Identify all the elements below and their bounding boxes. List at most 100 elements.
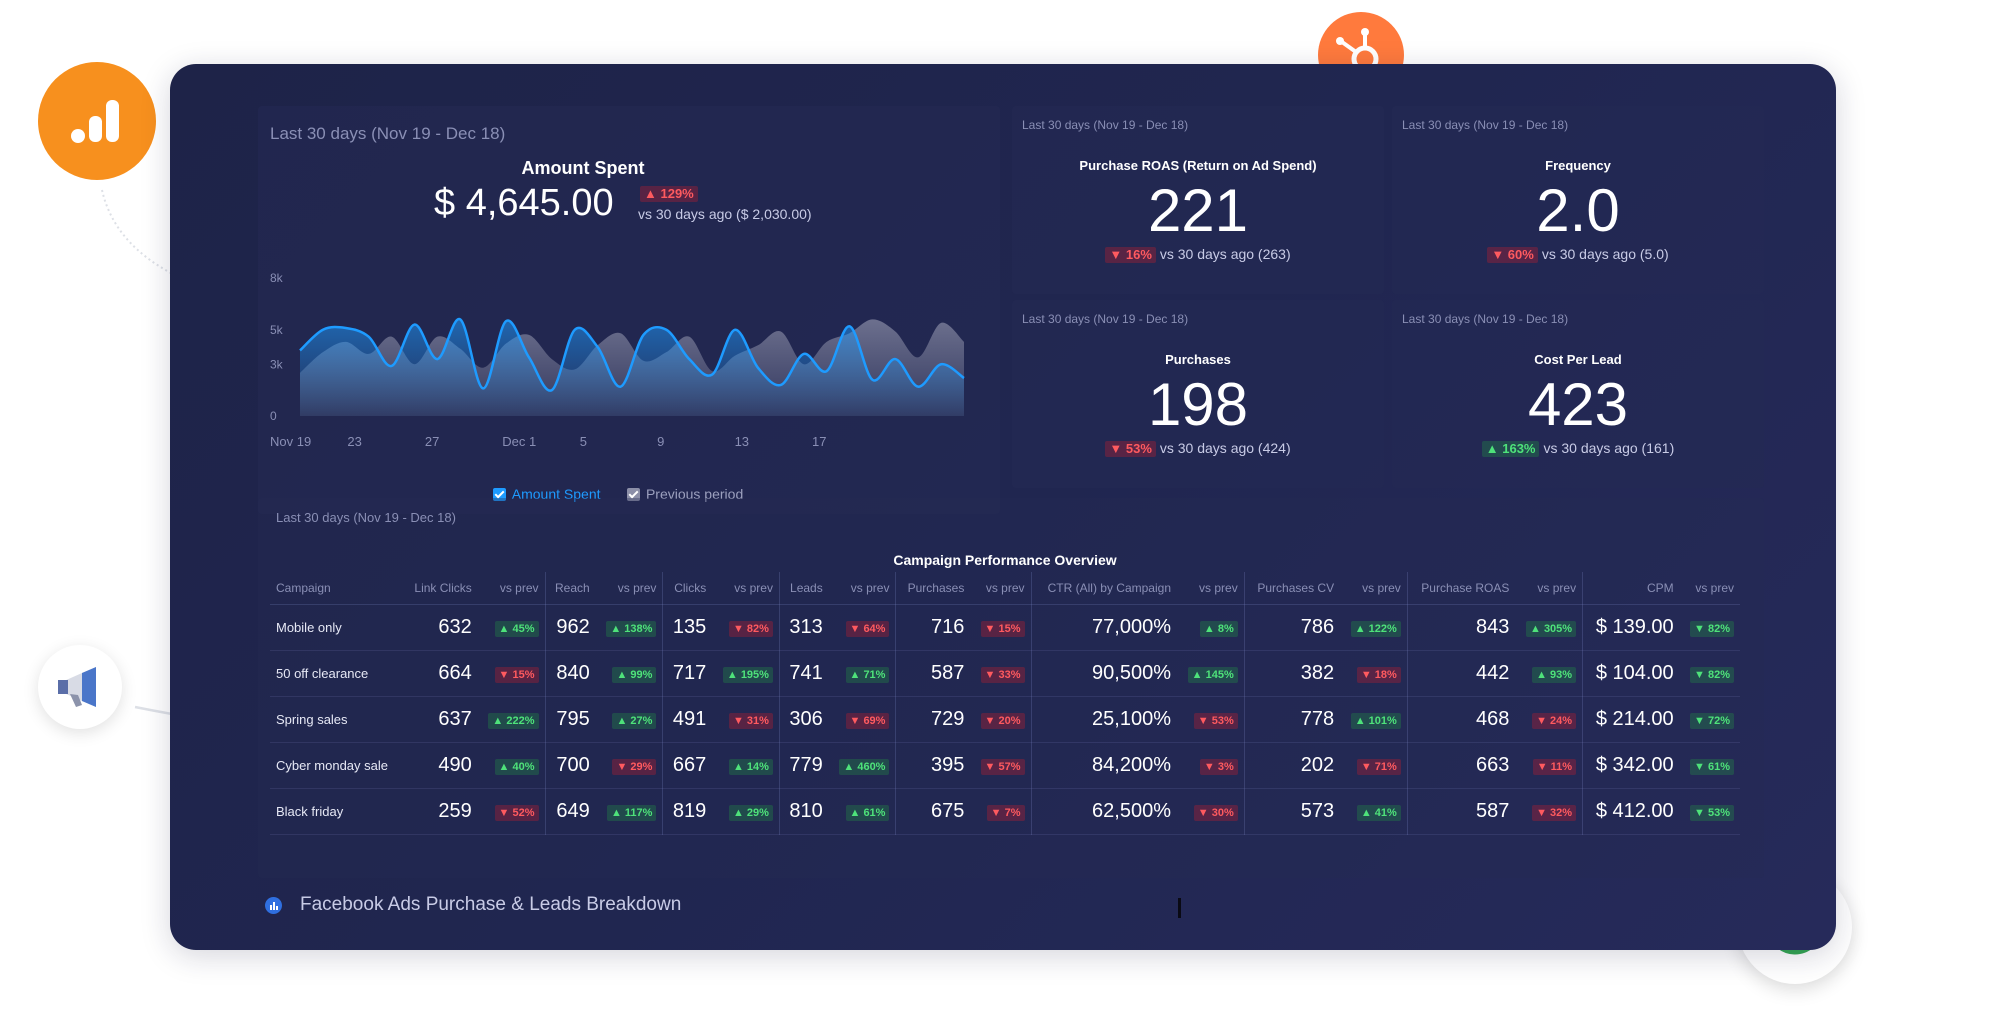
period-label: Last 30 days (Nov 19 - Dec 18) [1022,118,1189,132]
change-badge: ▲ 117% [606,804,657,821]
comparison-text: vs 30 days ago (424) [1159,440,1291,456]
cell-value: 779 [779,742,829,789]
legend-previous-period[interactable]: Previous period [626,486,743,502]
table-row[interactable]: Spring sales 637 ▲ 222% 795 ▲ 27% 491 ▼ 31% 306… [270,696,1740,743]
change-badge: ▼ 53% [1105,441,1156,457]
change-badge: ▼ 82% [728,620,773,637]
table-row[interactable]: Cyber monday sale 490 ▲ 40% 700 ▼ 29% 667 ▲ 14… [270,742,1740,789]
cell-value: $ 214.00 [1582,696,1680,743]
column-header[interactable]: Purchases [895,572,971,605]
table-row[interactable]: Black friday 259 ▼ 52% 649 ▲ 117% 819 ▲ 29% 810… [270,788,1740,835]
megaphone-icon [38,645,122,729]
cell-value: 716 [895,604,971,651]
change-badge: ▼ 11% [1532,758,1577,775]
cell-change: ▼ 29% [595,742,664,789]
cell-value: 259 [403,788,478,835]
column-header[interactable]: vs prev [828,572,897,605]
table-row[interactable]: 50 off clearance 664 ▼ 15% 840 ▲ 99% 717 ▲ 195… [270,650,1740,697]
y-tick-label: 5k [270,323,284,337]
x-tick-label: 23 [347,434,361,449]
cell-value: 649 [545,788,596,835]
cell-change: ▲ 460% [828,742,897,789]
campaign-name: Black friday [270,788,404,835]
cell-change: ▼ 15% [970,604,1032,651]
column-header[interactable]: vs prev [1177,572,1245,605]
change-badge: ▼ 16% [1105,247,1156,263]
change-badge: ▲ 99% [612,666,657,683]
cell-value: 62,500% [1031,788,1177,835]
cell-change: ▲ 305% [1515,604,1584,651]
column-header[interactable]: Purchase ROAS [1407,572,1516,605]
column-header[interactable]: vs prev [1515,572,1584,605]
cell-change: ▼ 15% [477,650,546,697]
cell-value: 468 [1407,696,1516,743]
column-header[interactable]: vs prev [477,572,546,605]
kpi-purchase-roas: Last 30 days (Nov 19 - Dec 18) Purchase R… [1012,106,1384,294]
cell-value: 587 [1407,788,1516,835]
change-badge: ▲ 195% [722,666,773,683]
x-tick-label: 5 [580,434,587,449]
cell-change: ▼ 82% [1679,604,1740,651]
column-header[interactable]: CPM [1582,572,1680,605]
cell-change: ▲ 29% [712,788,780,835]
campaign-name: 50 off clearance [270,650,404,697]
change-badge: ▼ 52% [494,804,539,821]
change-badge: ▼ 15% [494,666,539,683]
cell-value: 675 [895,788,971,835]
column-header[interactable]: Leads [779,572,829,605]
cell-value: 637 [403,696,478,743]
series-amount-spent-area [300,319,964,416]
cell-value: 700 [545,742,596,789]
cell-change: ▲ 8% [1177,604,1245,651]
dashboard-name: Facebook Ads Purchase & Leads Breakdown [300,894,682,915]
kpi-value: 423 [1527,371,1629,438]
change-badge: ▲ 27% [612,712,657,729]
databox-icon [265,897,282,914]
change-badge: ▼ 20% [980,712,1025,729]
cell-change: ▲ 27% [595,696,664,743]
change-badge: ▲ 460% [839,758,890,775]
change-badge: ▼ 60% [1487,247,1538,263]
cell-change: ▼ 61% [1679,742,1740,789]
cell-value: $ 412.00 [1582,788,1680,835]
y-tick-label: 0 [270,409,277,423]
column-header[interactable]: Clicks [662,572,713,605]
cell-value: 587 [895,650,971,697]
cell-change: ▼ 57% [970,742,1032,789]
cell-value: 573 [1244,788,1341,835]
column-header[interactable]: Reach [545,572,596,605]
change-badge: ▼ 69% [845,712,890,729]
legend-amount-spent[interactable]: Amount Spent [492,486,601,502]
change-badge: ▼ 15% [980,620,1025,637]
cell-value: 810 [779,788,829,835]
change-badge: ▲ 61% [845,804,890,821]
dashboard-frame: Last 30 days (Nov 19 - Dec 18) Amount Sp… [170,64,1836,950]
table-row[interactable]: Mobile only 632 ▲ 45% 962 ▲ 138% 135 ▼ 82% 313 ▼… [270,604,1740,651]
comparison-text: vs 30 days ago ($ 2,030.00) [638,206,812,222]
change-badge: ▲ 14% [728,758,773,775]
amount-spent-value: $ 4,645.00 [434,182,614,224]
column-header-campaign[interactable]: Campaign [270,572,404,605]
cell-change: ▼ 7% [970,788,1032,835]
column-header[interactable]: Purchases CV [1244,572,1341,605]
column-header[interactable]: vs prev [970,572,1032,605]
cell-change: ▼ 30% [1177,788,1245,835]
cell-value: 135 [662,604,713,651]
column-header[interactable]: vs prev [712,572,780,605]
cell-value: 786 [1244,604,1341,651]
x-tick-label: Nov 19 [270,434,311,449]
change-badge: ▼ 29% [612,758,657,775]
kpi-comparison: ▼ 53% vs 30 days ago (424) [1012,440,1384,457]
cell-change: ▲ 222% [477,696,546,743]
change-badge: ▲ 163% [1481,441,1540,457]
column-header[interactable]: vs prev [1340,572,1408,605]
column-header[interactable]: Link Clicks [403,572,478,605]
period-label: Last 30 days (Nov 19 - Dec 18) [1402,312,1569,326]
change-badge: ▲ 41% [1356,804,1401,821]
cell-change: ▼ 72% [1679,696,1740,743]
change-badge: ▲ 145% [1187,666,1238,683]
column-header[interactable]: CTR (All) by Campaign [1031,572,1177,605]
cell-change: ▼ 33% [970,650,1032,697]
column-header[interactable]: vs prev [1679,572,1740,605]
column-header[interactable]: vs prev [595,572,664,605]
